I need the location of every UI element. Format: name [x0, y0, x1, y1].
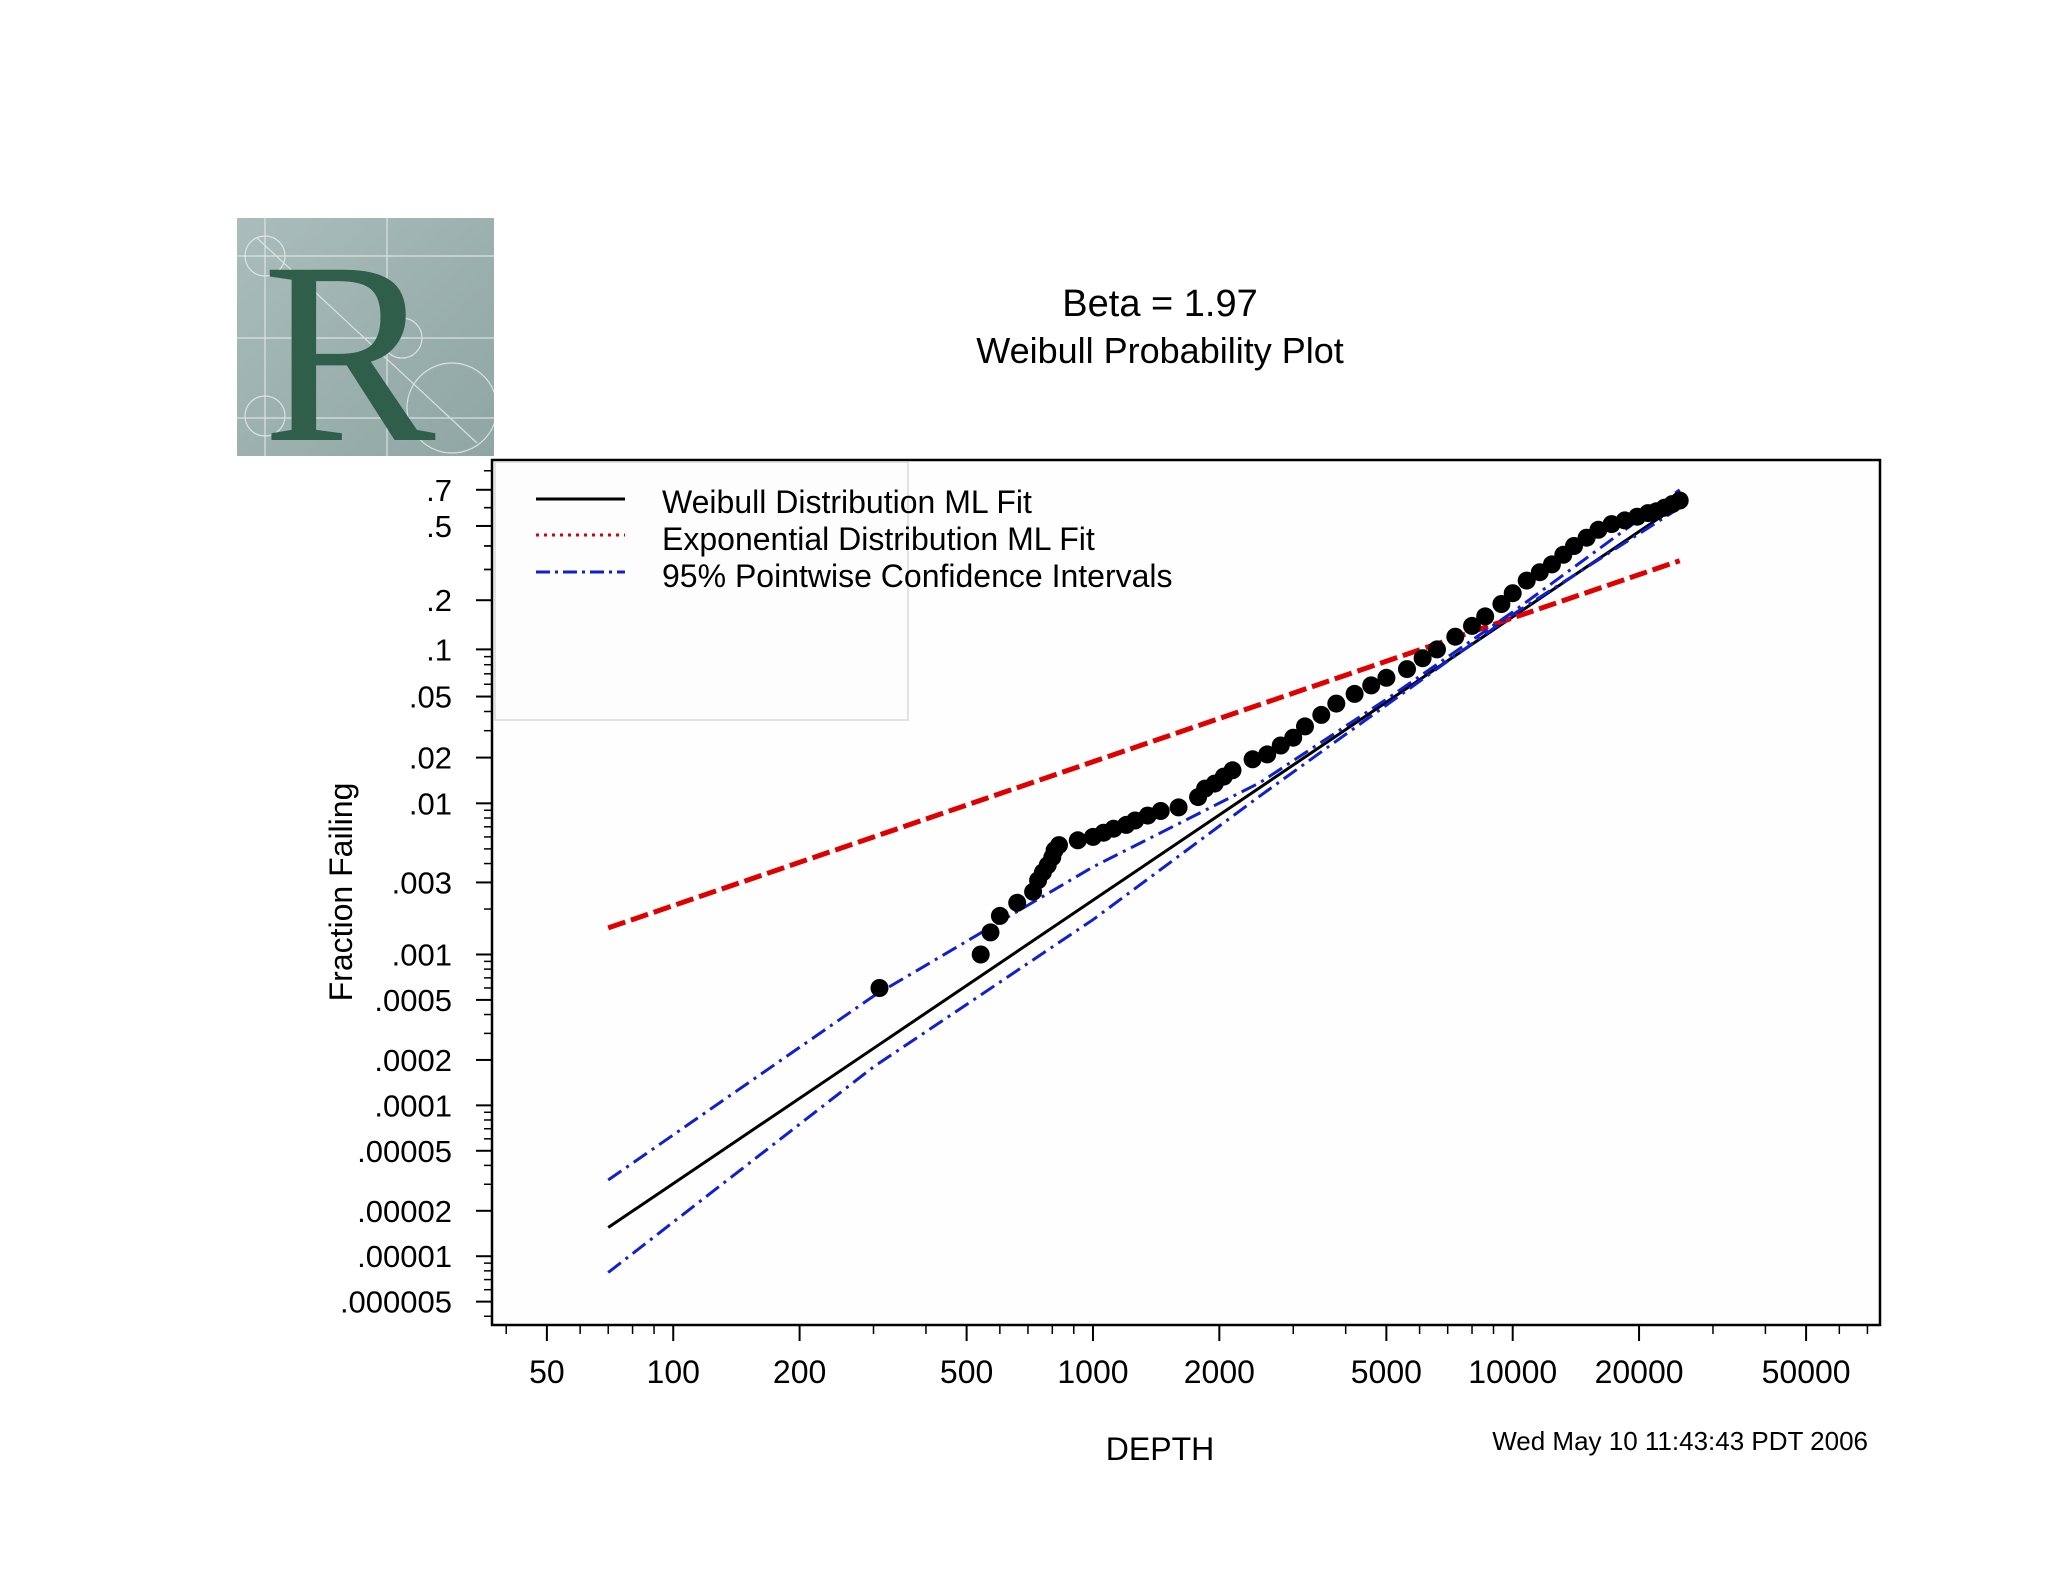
- data-point: [1296, 717, 1314, 736]
- x-tick-label: 5000: [1351, 1354, 1422, 1390]
- data-point: [1050, 836, 1068, 855]
- legend-label-weibull: Weibull Distribution ML Fit: [662, 484, 1032, 520]
- x-tick-label: 500: [940, 1354, 993, 1390]
- x-tick-label: 10000: [1468, 1354, 1557, 1390]
- y-tick-label: .003: [392, 865, 452, 900]
- data-point: [1151, 802, 1170, 820]
- data-point: [1503, 584, 1522, 603]
- data-point: [1169, 798, 1188, 817]
- y-tick-label: .2: [426, 583, 452, 618]
- x-axis-label: DEPTH: [1106, 1431, 1214, 1467]
- data-point: [1492, 595, 1511, 613]
- data-point: [971, 945, 990, 964]
- y-tick-label: .0005: [374, 983, 452, 1018]
- data-point: [1008, 893, 1027, 912]
- data-point: [1463, 616, 1481, 635]
- chart-subtitle: Weibull Probability Plot: [976, 330, 1344, 371]
- x-tick-label: 50: [529, 1354, 565, 1390]
- data-point: [1670, 491, 1689, 510]
- x-tick-label: 100: [647, 1354, 700, 1390]
- data-point: [1446, 627, 1465, 646]
- y-tick-label: .00002: [357, 1194, 452, 1229]
- series-line-weibull-distribution-ml-fit: [607, 502, 1681, 1229]
- y-tick-label: .0001: [374, 1088, 452, 1123]
- y-tick-label: .05: [409, 680, 452, 715]
- y-tick-label: .000005: [340, 1285, 452, 1320]
- data-point: [870, 979, 889, 997]
- data-point: [981, 923, 1000, 942]
- legend-label-ci: 95% Pointwise Confidence Intervals: [662, 558, 1173, 594]
- x-tick-label: 2000: [1184, 1354, 1255, 1390]
- y-tick-label: .01: [409, 786, 452, 821]
- data-point: [1517, 571, 1536, 590]
- data-point: [1327, 694, 1346, 713]
- data-point: [1284, 728, 1303, 747]
- series-line-95-ci-upper: [607, 488, 1681, 1182]
- data-point: [1345, 684, 1364, 703]
- data-point: [1398, 660, 1416, 679]
- y-tick-label: .02: [409, 741, 452, 776]
- logo-letter: R: [262, 218, 437, 456]
- data-point: [990, 906, 1009, 925]
- data-point: [1428, 640, 1446, 659]
- legend-label-exponential: Exponential Distribution ML Fit: [662, 521, 1095, 557]
- data-point: [1362, 676, 1381, 695]
- timestamp: Wed May 10 11:43:43 PDT 2006: [1492, 1426, 1868, 1456]
- y-tick-label: .5: [426, 509, 452, 544]
- series-line-exponential-distribution-ml-fit: [607, 558, 1681, 931]
- y-tick-label: .7: [426, 473, 452, 508]
- x-tick-label: 50000: [1762, 1354, 1851, 1390]
- chart-title: Beta = 1.97: [1062, 283, 1257, 325]
- series-line-95-ci-lower: [607, 506, 1681, 1274]
- legend-box: [494, 461, 909, 721]
- data-point: [1413, 649, 1432, 668]
- legend: Weibull Distribution ML Fit Exponential …: [494, 461, 1173, 721]
- x-tick-label: 1000: [1057, 1354, 1128, 1390]
- y-tick-label: .00005: [357, 1134, 452, 1169]
- y-tick-label: .001: [392, 937, 452, 972]
- data-point: [1068, 831, 1087, 850]
- y-tick-label: .00001: [357, 1239, 452, 1274]
- x-tick-label: 200: [773, 1354, 826, 1390]
- plot-frame: [490, 458, 1882, 1327]
- data-point: [1476, 607, 1495, 626]
- x-tick-label: 20000: [1595, 1354, 1684, 1390]
- y-tick-label: .1: [426, 632, 452, 667]
- data-point: [1312, 705, 1331, 724]
- y-axis-label: Fraction Failing: [323, 783, 359, 1002]
- y-tick-label: .0002: [374, 1043, 452, 1078]
- data-point: [1258, 745, 1277, 764]
- data-point: [1243, 750, 1262, 769]
- data-point: [1377, 668, 1396, 687]
- data-point: [1223, 761, 1242, 780]
- r-logo: R: [237, 209, 498, 497]
